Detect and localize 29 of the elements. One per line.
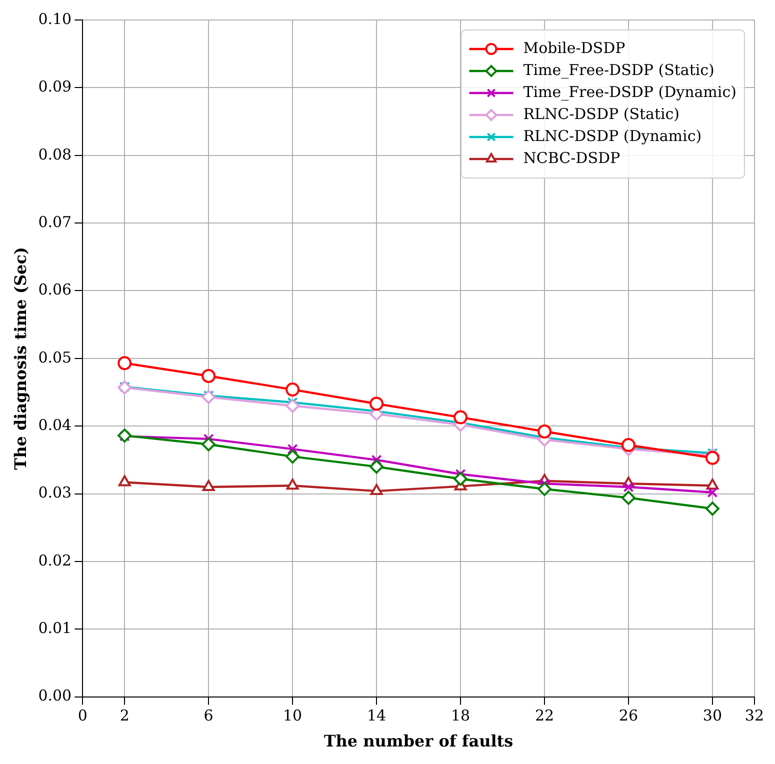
legend-label: RLNC-DSDP (Static) bbox=[523, 104, 680, 123]
y-tick-label: 0.04 bbox=[38, 416, 72, 434]
x-axis-title: The number of faults bbox=[324, 732, 514, 751]
legend-label: NCBC-DSDP bbox=[523, 148, 620, 167]
x-tick-label: 18 bbox=[450, 706, 470, 725]
legend-label: Time_Free-DSDP (Static) bbox=[523, 60, 714, 79]
x-tick-label: 32 bbox=[744, 706, 764, 725]
y-axis-title: The diagnosis time (Sec) bbox=[10, 246, 30, 470]
y-tick-label: 0.03 bbox=[38, 484, 72, 502]
x-tick-label: 6 bbox=[204, 706, 214, 725]
x-tick-label: 2 bbox=[120, 706, 130, 725]
y-tick-label: 0.09 bbox=[38, 78, 72, 96]
y-tick-label: 0.01 bbox=[38, 619, 72, 638]
x-tick-label: 26 bbox=[618, 706, 638, 725]
y-tick-label: 0.02 bbox=[38, 551, 72, 570]
x-tick-label: 22 bbox=[534, 706, 554, 725]
legend-label: RLNC-DSDP (Dynamic) bbox=[523, 126, 702, 145]
y-tick-label: 0.07 bbox=[38, 212, 72, 231]
y-tick-label: 0.10 bbox=[38, 10, 72, 28]
x-tick-label: 10 bbox=[283, 706, 302, 725]
legend-label: Mobile-DSDP bbox=[523, 38, 626, 57]
y-tick-label: 0.06 bbox=[38, 280, 72, 299]
x-tick-label: 30 bbox=[702, 706, 722, 725]
y-tick-label: 0.00 bbox=[38, 686, 72, 705]
x-tick-label: 14 bbox=[366, 706, 386, 725]
y-tick-label: 0.08 bbox=[38, 145, 72, 164]
y-tick-label: 0.05 bbox=[38, 348, 72, 366]
legend-label: Time_Free-DSDP (Dynamic) bbox=[523, 82, 736, 101]
x-tick-label: 0 bbox=[78, 706, 88, 725]
